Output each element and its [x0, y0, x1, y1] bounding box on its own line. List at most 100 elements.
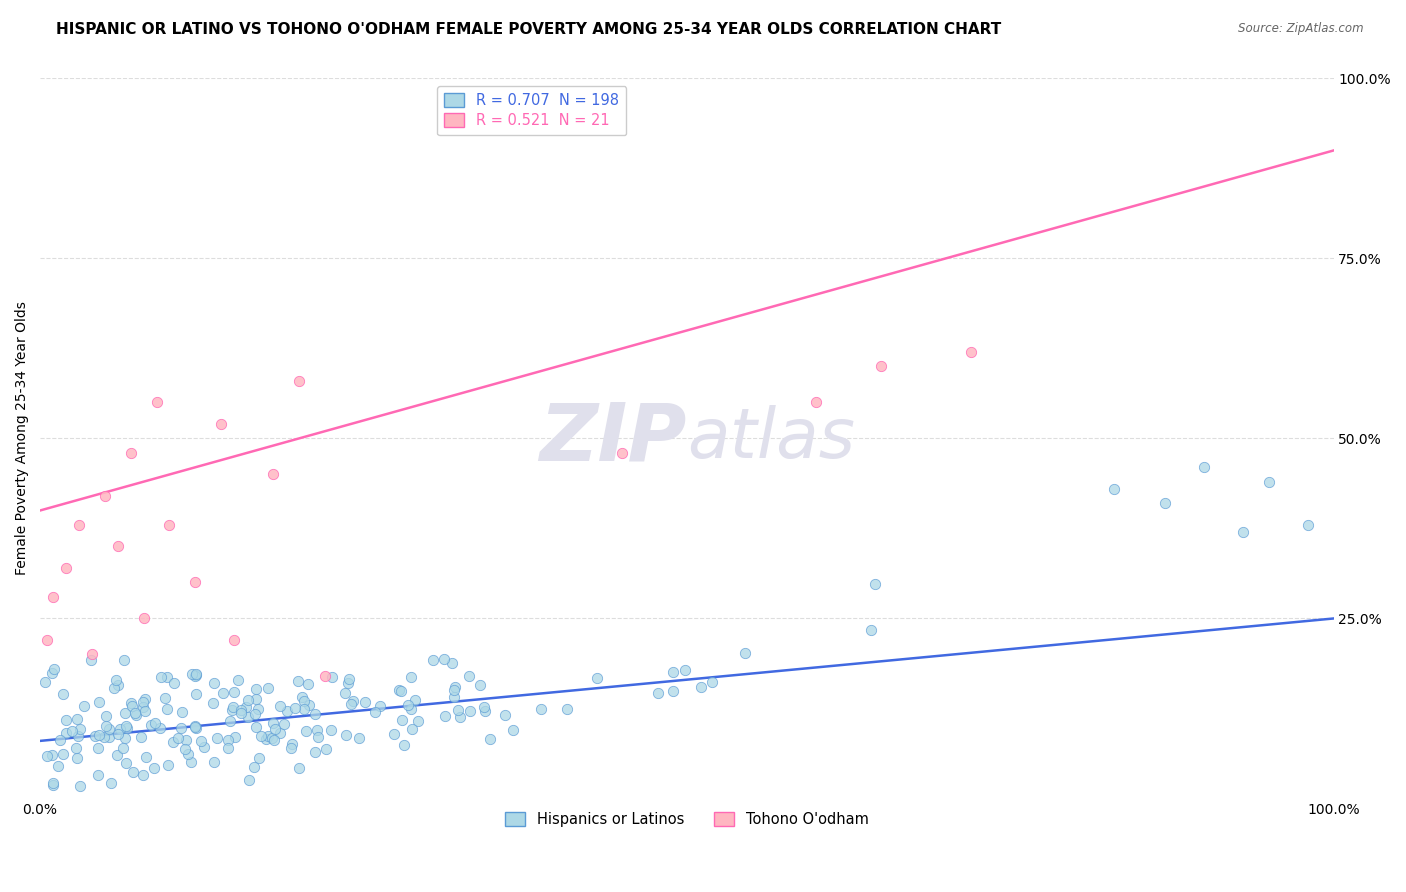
Point: [262, 715, 284, 730]
Point: [229, 706, 252, 720]
Point: [288, 761, 311, 775]
Point: [134, 704, 156, 718]
Point: [449, 710, 471, 724]
Point: [35, 633, 58, 648]
Point: [46, 759, 69, 773]
Point: [184, 666, 207, 681]
Point: [433, 651, 456, 665]
Point: [236, 710, 259, 724]
Point: [236, 693, 259, 707]
Point: [391, 684, 413, 698]
Point: [447, 703, 470, 717]
Point: [221, 703, 243, 717]
Point: [69, 779, 91, 793]
Point: [121, 765, 143, 780]
Point: [470, 678, 492, 692]
Point: [52, 687, 75, 701]
Point: [262, 467, 284, 482]
Point: [662, 684, 685, 698]
Point: [245, 692, 267, 706]
Point: [398, 698, 420, 712]
Point: [184, 575, 207, 590]
Text: HISPANIC OR LATINO VS TOHONO O'ODHAM FEMALE POVERTY AMONG 25-34 YEAR OLDS CORREL: HISPANIC OR LATINO VS TOHONO O'ODHAM FEM…: [56, 22, 1001, 37]
Point: [162, 735, 184, 749]
Point: [458, 704, 481, 718]
Text: ZIP: ZIP: [540, 400, 686, 477]
Point: [184, 719, 207, 733]
Point: [243, 706, 266, 721]
Point: [860, 623, 883, 637]
Point: [184, 669, 207, 683]
Point: [245, 720, 267, 734]
Text: atlas: atlas: [686, 405, 855, 472]
Point: [129, 730, 152, 744]
Point: [288, 374, 311, 388]
Point: [354, 695, 377, 709]
Point: [217, 741, 239, 756]
Point: [143, 761, 166, 775]
Point: [87, 740, 110, 755]
Point: [94, 489, 117, 503]
Point: [105, 673, 128, 687]
Point: [44, 662, 66, 676]
Point: [55, 714, 77, 728]
Point: [226, 673, 249, 688]
Point: [177, 747, 200, 762]
Point: [184, 687, 207, 701]
Point: [201, 696, 224, 710]
Point: [443, 690, 465, 704]
Point: [292, 702, 315, 716]
Point: [647, 686, 669, 700]
Point: [494, 707, 516, 722]
Point: [125, 708, 148, 723]
Point: [287, 673, 309, 688]
Point: [202, 756, 225, 770]
Point: [256, 681, 278, 695]
Point: [804, 395, 827, 409]
Point: [610, 446, 633, 460]
Point: [702, 675, 724, 690]
Point: [186, 721, 208, 735]
Point: [869, 359, 891, 374]
Point: [960, 345, 983, 359]
Point: [276, 704, 298, 718]
Point: [120, 697, 142, 711]
Point: [661, 665, 683, 679]
Point: [472, 699, 495, 714]
Point: [103, 681, 125, 695]
Point: [112, 740, 135, 755]
Point: [66, 712, 89, 726]
Point: [156, 670, 179, 684]
Point: [333, 686, 356, 700]
Y-axis label: Female Poverty Among 25-34 Year Olds: Female Poverty Among 25-34 Year Olds: [15, 301, 30, 575]
Point: [60, 723, 83, 738]
Point: [97, 722, 120, 736]
Point: [433, 708, 456, 723]
Point: [238, 772, 260, 787]
Point: [368, 699, 391, 714]
Point: [107, 727, 129, 741]
Point: [269, 726, 291, 740]
Point: [264, 723, 287, 737]
Point: [135, 750, 157, 764]
Point: [291, 690, 314, 705]
Point: [156, 757, 179, 772]
Point: [96, 719, 118, 733]
Point: [399, 670, 422, 684]
Point: [115, 719, 138, 733]
Point: [305, 723, 328, 737]
Point: [254, 732, 277, 747]
Point: [166, 731, 188, 745]
Point: [314, 669, 336, 683]
Point: [87, 695, 110, 709]
Point: [408, 714, 430, 728]
Point: [382, 727, 405, 741]
Point: [180, 755, 202, 769]
Point: [440, 657, 463, 671]
Point: [1192, 460, 1215, 475]
Point: [107, 678, 129, 692]
Point: [121, 698, 143, 713]
Point: [84, 729, 107, 743]
Point: [67, 729, 90, 743]
Point: [307, 730, 329, 744]
